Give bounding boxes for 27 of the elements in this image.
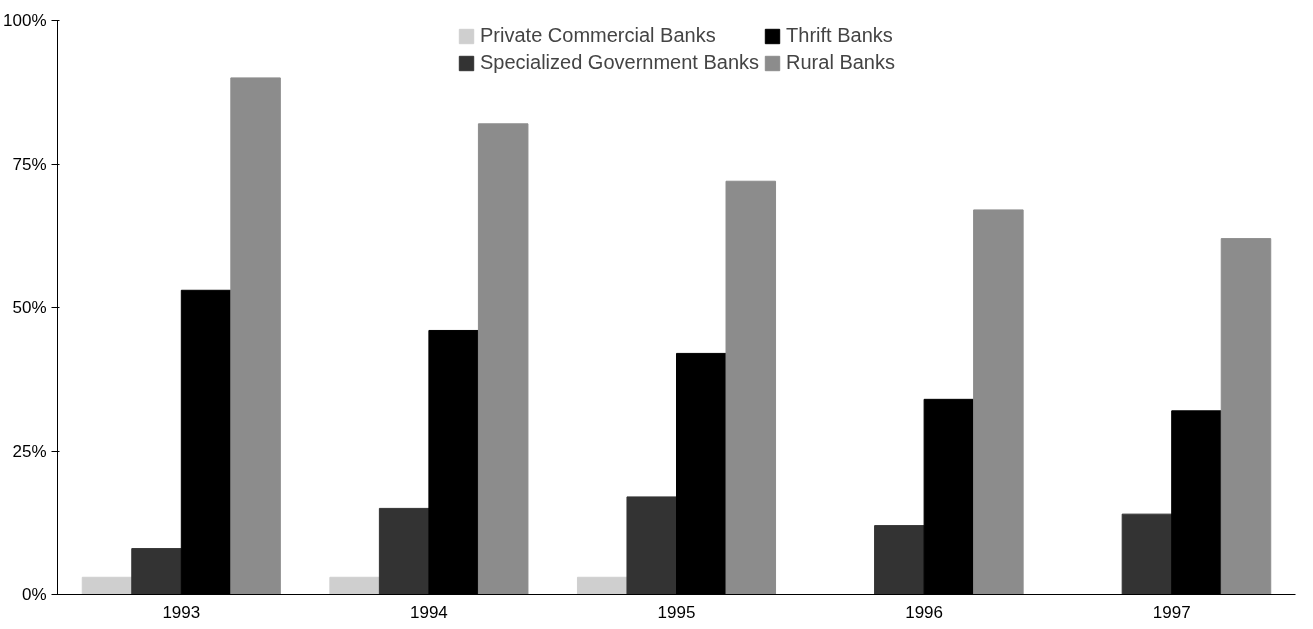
x-tick-label: 1994 <box>409 602 448 622</box>
y-tick-label: 50% <box>12 298 47 317</box>
bar <box>378 507 430 595</box>
legend-label: Specialized Government Banks <box>480 51 760 74</box>
bar <box>874 525 925 595</box>
bar <box>1121 513 1173 595</box>
x-tick-label: 1997 <box>1152 602 1191 622</box>
bar <box>576 576 628 595</box>
y-tick-label: 100% <box>3 11 47 30</box>
y-tick-label: 0% <box>21 585 47 604</box>
legend-label: Private Commercial Banks <box>480 24 716 47</box>
y-tick-label: 25% <box>12 441 47 461</box>
x-tick-label: 1995 <box>657 602 696 622</box>
bar <box>230 77 281 595</box>
x-tick-label: 1996 <box>905 602 944 622</box>
bar <box>329 576 380 595</box>
legend-label: Rural Banks <box>786 51 895 74</box>
bar <box>626 496 677 595</box>
legend-label: Thrift Banks <box>786 24 893 47</box>
bar <box>81 576 133 595</box>
bar <box>131 548 182 595</box>
bar <box>725 180 777 595</box>
y-tick-label: 75% <box>12 154 47 174</box>
bar <box>1220 238 1272 595</box>
x-tick-label: 1993 <box>162 602 201 622</box>
bar <box>973 209 1024 595</box>
bar <box>477 123 529 595</box>
